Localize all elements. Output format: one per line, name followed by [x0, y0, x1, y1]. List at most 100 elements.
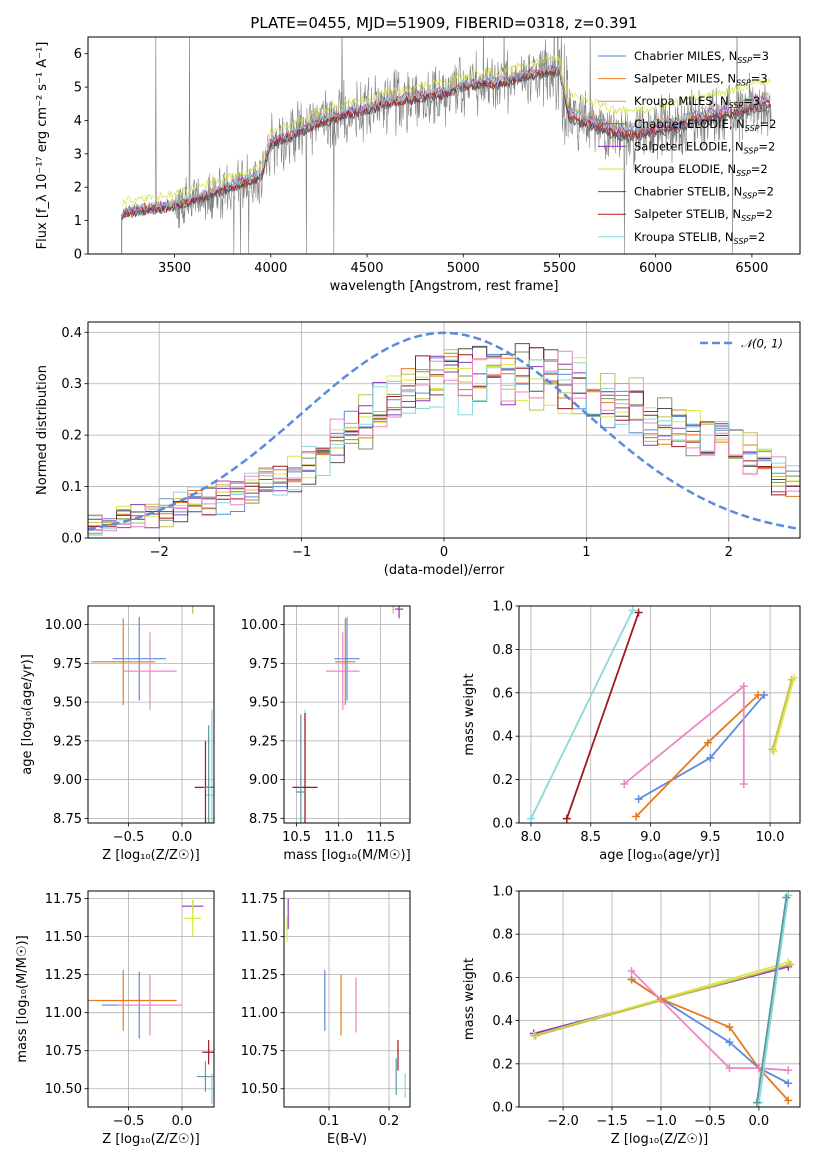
residual-histogram	[88, 350, 800, 532]
plot-area	[529, 891, 795, 1107]
x-tick-label: 9.5	[700, 830, 721, 845]
x-tick-label: −1.5	[596, 1114, 628, 1129]
y-axis-label: Flux [f_λ 10⁻¹⁷ erg cm⁻² s⁻¹ A⁻¹]	[35, 42, 50, 250]
legend-label: Salpeter ELODIE, NSSP=2	[634, 139, 775, 155]
mass-weight-vs-metallicity-panel: −2.0 −1.5 −1.0 −0.5 0.0 0.0 0.2 0.4 0.6 0.8 1.0 Z […	[462, 885, 801, 1147]
y-tick-label: 2	[74, 181, 82, 196]
x-tick-label: 11.0	[324, 830, 353, 845]
y-tick-label: 9.50	[249, 696, 278, 711]
y-tick-label: 9.25	[53, 734, 82, 749]
legend-subscript: SSP	[741, 214, 756, 223]
legend-label: Kroupa ELODIE, NSSP=2	[634, 162, 768, 178]
legend-text: Chabrier ELODIE, N	[634, 117, 745, 131]
y-tick-label: 0.0	[492, 1101, 513, 1116]
model-spectrum-line	[122, 56, 771, 207]
mass-weight-marker	[725, 1064, 734, 1073]
x-tick-label: 5000	[447, 261, 480, 276]
legend-text: =2	[748, 230, 765, 244]
y-tick-label: 11.50	[241, 930, 278, 945]
legend-label: Salpeter MILES, NSSP=3	[634, 72, 768, 88]
mass-weight-marker	[725, 1038, 734, 1047]
mass-weight-marker	[784, 1066, 793, 1075]
y-tick-label: 0.4	[61, 326, 82, 341]
spectrum-panel: 3500 4000 4500 5000 5500 6000 6500 0 1 2 3 4 5 6 wavel…	[35, 36, 801, 294]
mass-weight-line	[756, 897, 788, 1103]
y-tick-label: 10.50	[45, 1082, 82, 1097]
x-tick-label: −2	[150, 545, 169, 560]
legend-label: Kroupa MILES, NSSP=3	[634, 94, 760, 110]
y-tick-label: 9.00	[249, 773, 278, 788]
legend-label: 𝒩(0, 1)	[741, 337, 783, 351]
y-tick-label: 0.1	[61, 480, 82, 495]
mass-weight-marker	[634, 795, 643, 804]
y-tick-label: 1.0	[492, 885, 513, 900]
x-tick-label: 9.0	[640, 830, 661, 845]
legend-subscript: SSP	[744, 146, 759, 155]
legend-text: Chabrier MILES, N	[634, 49, 737, 63]
legend-text: =2	[757, 185, 774, 199]
axes-frame	[518, 890, 801, 1108]
y-tick-label: 10.50	[241, 1082, 278, 1097]
mass-weight-marker	[725, 1023, 734, 1032]
y-tick-label: 0.8	[492, 643, 513, 658]
x-axis-label: mass [log₁₀(M/M☉)]	[283, 848, 410, 863]
legend-label: Chabrier STELIB, NSSP=2	[634, 185, 774, 201]
age-vs-mass-panel: 10.5 11.0 11.5 8.75 9.00 9.25 9.50 9.75 10.00 mas…	[241, 605, 411, 863]
grid	[88, 891, 214, 1107]
y-tick-label: 11.75	[45, 892, 82, 907]
x-tick-label: 4500	[350, 261, 383, 276]
plot-area	[292, 606, 404, 823]
y-axis-label: mass weight	[462, 958, 477, 1040]
axes-frame	[283, 890, 411, 1108]
legend-label: Salpeter STELIB, NSSP=2	[634, 207, 773, 223]
chart-title: PLATE=0455, MJD=51909, FIBERID=0318, z=0…	[250, 14, 637, 32]
legend-text: Chabrier STELIB, N	[634, 185, 742, 199]
model-spectrum-line	[122, 68, 771, 219]
legend-text: =2	[756, 207, 773, 221]
mass-weight-marker	[531, 1031, 540, 1040]
y-axis-label: mass weight	[462, 673, 477, 755]
legend-subscript: SSP	[729, 101, 744, 110]
legend-text: =2	[760, 117, 777, 131]
plot-area	[121, 37, 772, 254]
x-tick-label: 0.0	[749, 1114, 770, 1129]
model-spectrum-line	[122, 63, 771, 216]
y-tick-label: 9.75	[249, 657, 278, 672]
legend-subscript: SSP	[734, 237, 749, 246]
mass-weight-marker	[784, 1079, 793, 1088]
legend-subscript: SSP	[745, 124, 760, 133]
axes-frame	[87, 605, 215, 824]
axes-frame	[518, 605, 801, 824]
mass-weight-marker	[703, 738, 712, 747]
x-tick-label: −0.5	[694, 1114, 726, 1129]
y-tick-label: 11.00	[45, 1006, 82, 1021]
mass-weight-line	[758, 895, 790, 1103]
mass-weight-line	[565, 612, 640, 819]
mass-weight-marker	[562, 814, 571, 823]
y-tick-label: 8.75	[53, 812, 82, 827]
residual-histogram	[88, 359, 800, 535]
axes-frame	[283, 605, 411, 824]
y-tick-label: 0.3	[61, 377, 82, 392]
mass-weight-marker	[784, 1096, 793, 1105]
mass-weight-marker	[627, 975, 636, 984]
mass-weight-marker	[739, 779, 748, 788]
axes-frame	[87, 890, 215, 1108]
plot-area	[286, 898, 406, 1098]
x-axis-label: (data-model)/error	[384, 563, 505, 578]
x-tick-label: 11.5	[366, 830, 395, 845]
x-tick-label: 6500	[735, 261, 768, 276]
legend-text: Salpeter ELODIE, N	[634, 139, 744, 153]
x-tick-label: 10.0	[756, 830, 785, 845]
y-tick-label: 9.00	[53, 773, 82, 788]
y-tick-label: 0.4	[492, 1014, 513, 1029]
mass-weight-marker	[752, 1098, 761, 1107]
y-axis-label: mass [log₁₀(M/M☉)]	[15, 935, 30, 1062]
x-tick-label: 8.5	[580, 830, 601, 845]
y-tick-label: 11.75	[241, 892, 278, 907]
x-tick-label: 10.5	[282, 830, 311, 845]
y-tick-label: 8.75	[249, 812, 278, 827]
x-axis-label: Z [log₁₀(Z/Z☉)]	[611, 1132, 708, 1147]
age-vs-metallicity-panel: −0.5 0.0 8.75 9.00 9.25 9.50 9.75 10.00 Z [log₁₀…	[20, 605, 215, 863]
